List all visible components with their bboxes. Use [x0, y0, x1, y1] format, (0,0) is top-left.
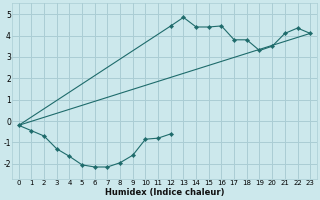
- X-axis label: Humidex (Indice chaleur): Humidex (Indice chaleur): [105, 188, 224, 197]
